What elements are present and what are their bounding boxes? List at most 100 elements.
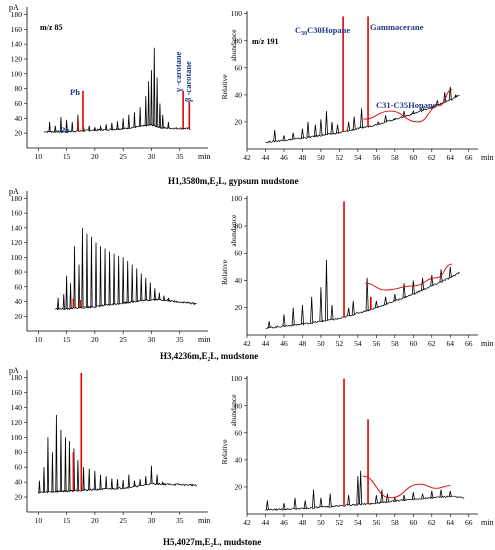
- x-tick-label: 64: [447, 153, 455, 162]
- y-unit-label: pA: [9, 187, 19, 196]
- peak: [122, 257, 125, 304]
- y-axis-label-2: abundance: [229, 29, 238, 62]
- y-tick-label: 20: [235, 303, 243, 312]
- x-tick-label: 20: [91, 152, 99, 161]
- x-tick-label: 44: [262, 518, 270, 527]
- y-tick-label: 20: [235, 482, 243, 491]
- peak: [393, 294, 397, 301]
- y-tick-label: 120: [11, 54, 23, 63]
- peak: [300, 128, 304, 139]
- peak: [347, 121, 351, 131]
- y-tick-label: 140: [11, 223, 23, 232]
- y-tick-label: 180: [11, 373, 23, 382]
- peak: [54, 125, 57, 132]
- peak: [105, 124, 108, 130]
- peak: [46, 437, 50, 493]
- y-tick-label: 100: [231, 194, 243, 203]
- x-tick-label: 60: [410, 339, 418, 348]
- peak: [421, 493, 425, 499]
- peak: [384, 115, 388, 123]
- peak: [376, 121, 380, 125]
- x-tick-label: 10: [35, 152, 43, 161]
- x-tick-label: 62: [428, 518, 436, 527]
- peak: [319, 497, 323, 508]
- peak: [310, 296, 314, 323]
- y-tick-label: 160: [11, 209, 23, 218]
- peak: [73, 246, 76, 309]
- peak: [167, 297, 170, 301]
- peak: [140, 273, 143, 301]
- y-tick-label: 180: [11, 194, 23, 203]
- y-tick-label: 80: [235, 221, 243, 230]
- x-tick-label: 30: [148, 335, 156, 344]
- peak: [273, 130, 277, 142]
- x-tick-label: 20: [91, 516, 99, 525]
- y-tick-label: 20: [15, 129, 23, 138]
- peak: [156, 474, 159, 484]
- peak: [108, 251, 111, 305]
- peak: [385, 493, 389, 503]
- peak: [324, 111, 328, 135]
- peak: [303, 500, 307, 509]
- c30-hopane-label: C30C30Hopane: [295, 25, 350, 37]
- x-tick-label: 10: [35, 516, 43, 525]
- peak: [156, 77, 159, 127]
- peak: [448, 266, 452, 278]
- peak: [360, 108, 364, 128]
- peak: [319, 287, 323, 322]
- peak: [110, 478, 113, 489]
- peak: [42, 467, 46, 493]
- peak: [439, 489, 443, 498]
- peak: [430, 490, 434, 498]
- peak: [150, 70, 153, 125]
- peak: [93, 127, 96, 131]
- peak: [99, 474, 102, 490]
- y-tick-label: 100: [231, 9, 243, 18]
- peak: [430, 106, 434, 110]
- peak: [336, 124, 340, 134]
- y-axis-label-2: abundance: [229, 394, 238, 427]
- y-tick-label: 60: [15, 99, 23, 108]
- peak: [411, 492, 415, 500]
- x-tick-label: 15: [63, 516, 71, 525]
- peak: [149, 282, 152, 300]
- peak: [71, 121, 74, 132]
- x-unit-label: min: [481, 339, 493, 348]
- x-tick-label: 42: [243, 339, 251, 348]
- caption-h3: H3,4236m,E₂L, mudstone: [160, 351, 258, 361]
- peak: [439, 269, 443, 282]
- x-tick-label: 15: [63, 335, 71, 344]
- peak: [330, 304, 334, 320]
- peak: [291, 132, 295, 140]
- x-unit-label: min: [198, 152, 210, 161]
- peak: [359, 470, 363, 505]
- peak: [448, 86, 452, 101]
- peak: [374, 495, 378, 504]
- peak: [421, 277, 425, 291]
- peak: [411, 280, 415, 295]
- peak: [293, 497, 297, 509]
- hopane-hump: [362, 475, 451, 499]
- peak: [421, 105, 425, 111]
- peak: [356, 476, 360, 505]
- peak: [158, 103, 162, 128]
- peak: [365, 277, 369, 311]
- x-tick-label: 25: [119, 516, 127, 525]
- x-tick-label: 42: [243, 153, 251, 162]
- baseline-trace: [55, 298, 197, 311]
- x-tick-label: 56: [373, 153, 381, 162]
- peak: [82, 467, 85, 491]
- peak: [126, 260, 129, 303]
- x-tick-label: 52: [336, 339, 344, 348]
- x-tick-label: 46: [280, 339, 288, 348]
- x-tick-label: 64: [447, 339, 455, 348]
- baseline-trace: [38, 482, 197, 494]
- peak: [103, 248, 107, 306]
- peak: [380, 489, 384, 503]
- peak: [55, 414, 58, 492]
- y-tick-label: 180: [11, 10, 23, 19]
- peak: [90, 236, 93, 307]
- plot-layer: 20 40 60 80 100 120 140 160 180 10 15 20 25 30 35 min pA…: [9, 3, 493, 527]
- peak: [105, 476, 108, 490]
